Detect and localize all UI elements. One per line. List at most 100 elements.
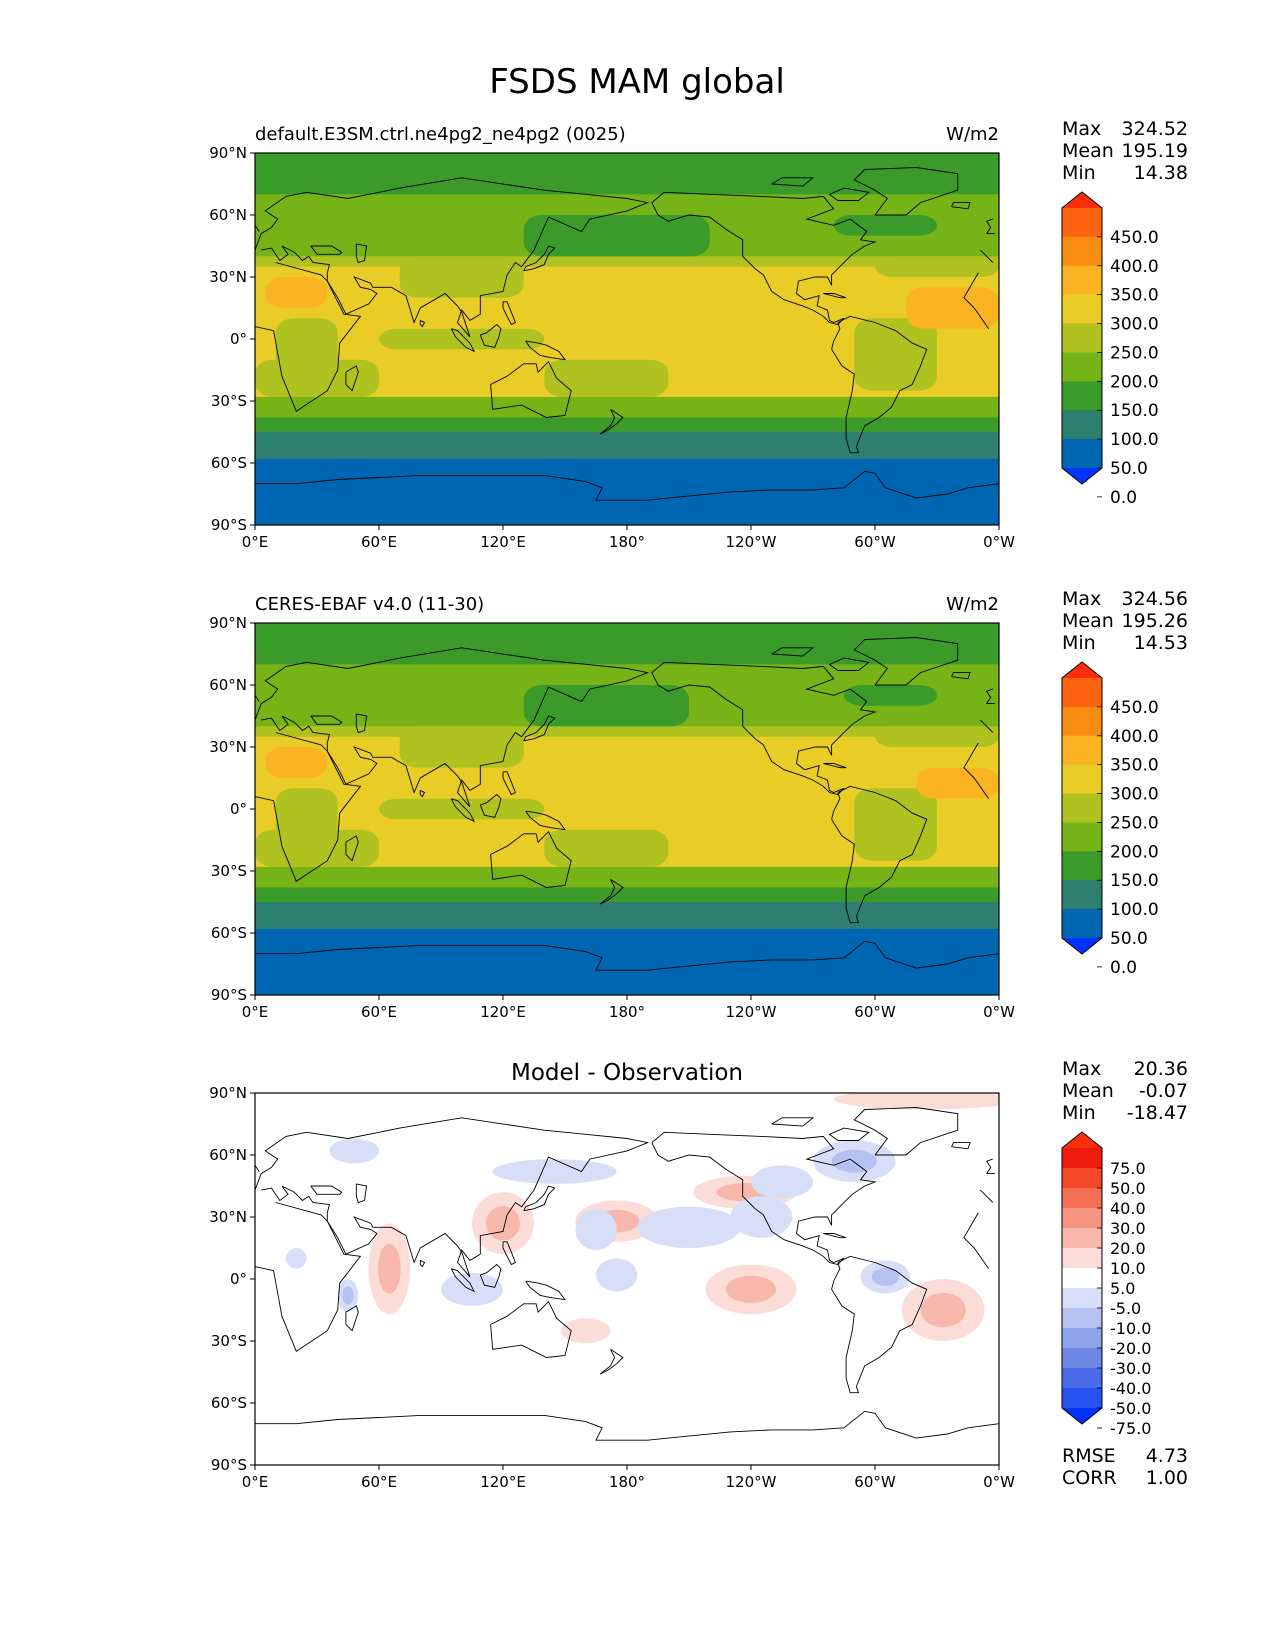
lat-tick-label: 60°N	[209, 1146, 247, 1164]
metric-label-rmse: RMSE	[1062, 1445, 1116, 1467]
coastline-japan	[523, 715, 556, 742]
field-region	[854, 788, 937, 861]
colorbar-label: 450.0	[1110, 228, 1159, 248]
panel-difference: Model - Observation 90°N 60°N 30°N 0° 30°S 60…	[209, 1058, 1188, 1491]
coastline-australia	[490, 360, 572, 418]
colorbar-label: 300.0	[1110, 315, 1159, 335]
colorbar-segment	[1062, 294, 1102, 325]
lat-tick-label: 60°S	[211, 1394, 247, 1412]
coastline-north-america	[651, 1131, 877, 1265]
field-region	[854, 318, 937, 391]
lon-tick-label: 120°W	[726, 1003, 777, 1021]
coastline-iceland	[951, 1142, 971, 1150]
colorbar-label: -75.0	[1110, 1419, 1151, 1438]
panel-units: W/m2	[946, 124, 999, 145]
stat-label-mean: Mean	[1062, 140, 1114, 162]
lat-tick-label: 60°N	[209, 206, 247, 224]
coastline-iceland	[951, 202, 971, 210]
coastline-newzealand	[599, 408, 624, 435]
field-region	[523, 215, 710, 257]
colorbar-label: 250.0	[1110, 813, 1159, 833]
stat-label-max: Max	[1062, 1058, 1101, 1080]
lon-tick-label: 180°	[609, 533, 645, 551]
colorbar-segment	[1062, 410, 1102, 440]
coastline-cuba	[823, 1233, 847, 1239]
field-band	[255, 866, 999, 889]
coastline-arctic-islands	[771, 647, 815, 657]
metric-value-rmse: 4.73	[1146, 1445, 1188, 1467]
colorbar-segment	[1062, 439, 1102, 469]
panel-model: default.E3SM.ctrl.ne4pg2_ne4pg2 (0025) W…	[209, 118, 1188, 551]
colorbar-extend-min	[1062, 468, 1102, 484]
coastline-sri-lanka	[419, 789, 426, 798]
field-band	[255, 726, 999, 738]
map-area	[255, 1093, 999, 1465]
anomaly-core	[660, 1215, 718, 1239]
field-region	[379, 798, 545, 820]
anomaly-contour	[492, 1159, 617, 1184]
lon-tick-label: 60°E	[361, 1003, 397, 1021]
colorbar-extend-max	[1062, 1132, 1102, 1148]
colorbar-label: -30.0	[1110, 1359, 1151, 1378]
field-region	[255, 829, 379, 867]
coastline-sea-coast	[310, 1185, 343, 1195]
field-band	[255, 623, 999, 665]
lat-tick-label: 30°S	[211, 1332, 247, 1350]
coastline-arctic-islands	[771, 1117, 815, 1127]
lat-tick-label: 30°N	[209, 268, 247, 286]
field-region	[265, 747, 328, 778]
anomaly-contour	[596, 1258, 638, 1292]
colorbar-label: 200.0	[1110, 842, 1159, 862]
coastline-philippines	[502, 1241, 516, 1266]
field-band	[255, 902, 999, 930]
lon-tick-label: 0°E	[242, 1003, 269, 1021]
colorbar-label: 150.0	[1110, 401, 1159, 421]
lat-tick-label: 90°S	[211, 986, 247, 1004]
lon-tick-label: 180°	[609, 1473, 645, 1491]
coastline-borneo	[479, 793, 502, 818]
field-layer	[255, 1093, 999, 1465]
colorbar-segment	[1062, 706, 1102, 737]
lat-tick-label: 30°S	[211, 392, 247, 410]
colorbar-segment	[1062, 265, 1102, 296]
lon-tick-label: 180°	[609, 1003, 645, 1021]
field-band	[255, 417, 999, 433]
colorbar-segment	[1062, 793, 1102, 824]
colorbar: 450.0 400.0 350.0 300.0 250.0 200.0 150.0 100.0…	[1061, 661, 1159, 978]
stat-value-mean: 195.26	[1122, 610, 1188, 632]
coastline-baffin	[828, 187, 870, 201]
stat-label-mean: Mean	[1062, 610, 1114, 632]
panel-title: default.E3SM.ctrl.ne4pg2_ne4pg2 (0025)	[255, 124, 626, 145]
lat-tick-label: 60°N	[209, 676, 247, 694]
colorbar-segment	[1062, 1328, 1102, 1349]
colorbar-label: 50.0	[1110, 459, 1148, 479]
colorbar-label: 350.0	[1110, 756, 1159, 776]
colorbar-segment	[1062, 1248, 1102, 1269]
anomaly-core	[764, 1172, 800, 1191]
coastline-borneo	[479, 1263, 502, 1288]
colorbar-label: 50.0	[1110, 1179, 1146, 1198]
stat-value-max: 324.56	[1122, 588, 1188, 610]
lon-tick-label: 120°W	[726, 533, 777, 551]
stat-label-min: Min	[1062, 1102, 1096, 1124]
stats-block: Max 20.36 Mean -0.07 Min -18.47	[1062, 1058, 1188, 1124]
coastline-baffin	[828, 1127, 870, 1141]
anomaly-contour	[441, 1272, 503, 1306]
coastline-sumatra	[450, 328, 476, 353]
colorbar-segment	[1062, 1388, 1102, 1409]
coastlines	[255, 167, 999, 501]
coastline-uk	[255, 688, 995, 705]
coastline-greenland	[853, 637, 959, 686]
field-region	[399, 256, 524, 298]
panel-title: CERES-EBAF v4.0 (11-30)	[255, 594, 484, 615]
coastline-europe-west	[255, 1131, 994, 1203]
coastline-north-america	[651, 661, 877, 795]
coastline-sumatra	[450, 798, 476, 823]
stat-label-min: Min	[1062, 162, 1096, 184]
colorbar-label: -5.0	[1110, 1299, 1141, 1318]
stat-label-min: Min	[1062, 632, 1096, 654]
colorbar-segment	[1062, 880, 1102, 910]
anomaly-core	[340, 1144, 368, 1158]
coastline-madagascar	[345, 1305, 359, 1332]
